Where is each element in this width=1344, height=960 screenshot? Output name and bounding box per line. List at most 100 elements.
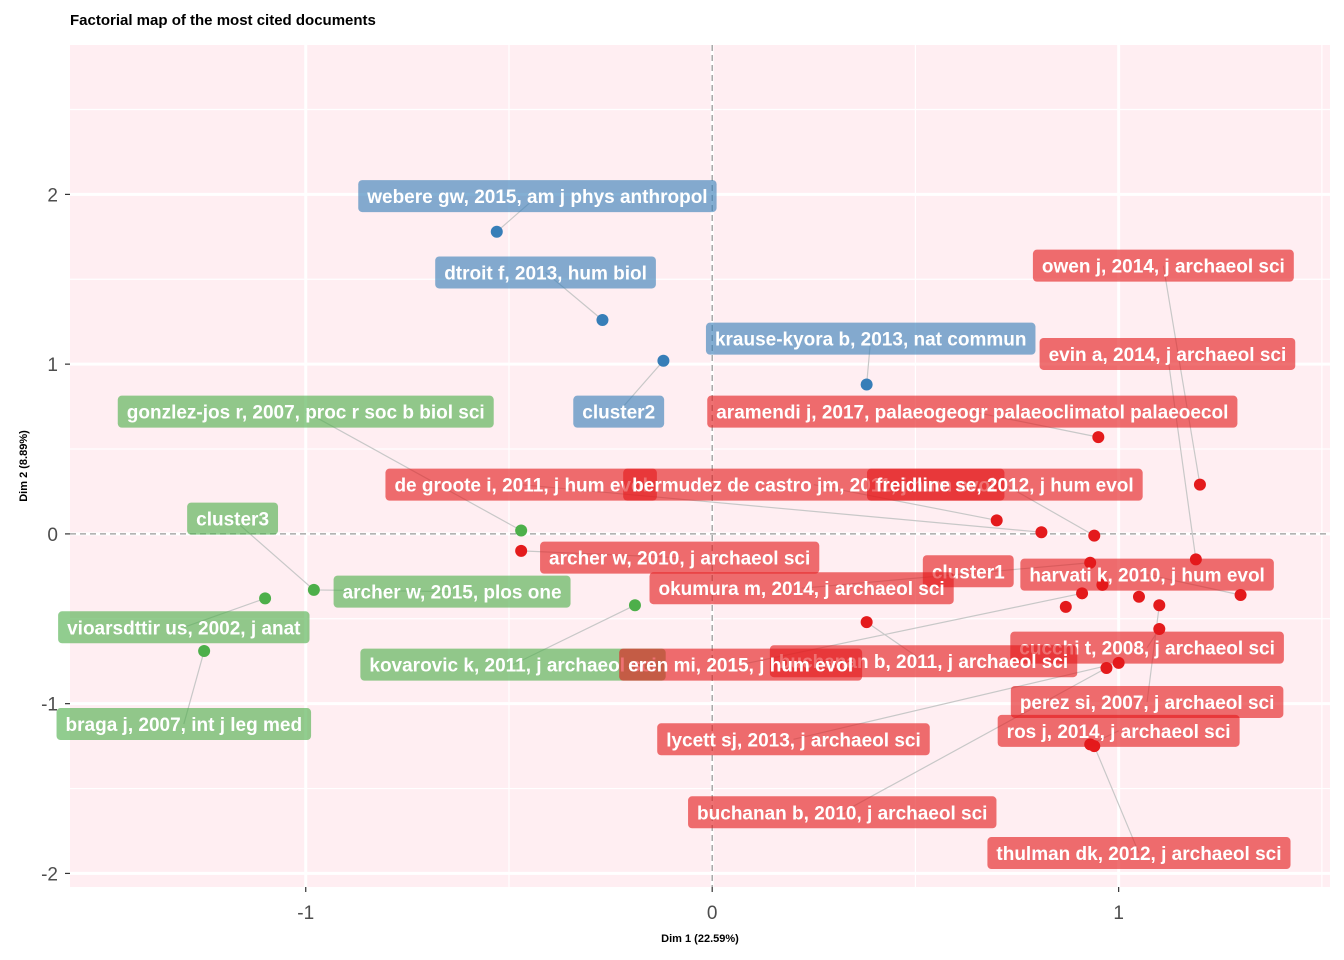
label-text: evin a, 2014, j archaeol sci: [1049, 345, 1287, 366]
label-text: kovarovic k, 2011, j archaeol sci: [369, 656, 656, 677]
label-box: [187, 502, 279, 535]
label-text: archer w, 2010, j archaeol sci: [549, 549, 810, 570]
label-text: harvati k, 2010, j hum evol: [1029, 566, 1265, 587]
label-box: [707, 395, 1238, 428]
label-text: lycett sj, 2013, j archaeol sci: [666, 730, 921, 751]
label-box: [619, 648, 863, 681]
data-point: [1088, 529, 1101, 542]
point-label: eren mi, 2015, j hum evol: [619, 648, 863, 681]
label-text: dtroit f, 2013, hum biol: [444, 263, 647, 284]
label-box: [657, 723, 930, 756]
data-point: [490, 225, 503, 238]
label-box: [360, 648, 666, 681]
data-point: [1092, 431, 1105, 444]
point-label: archer w, 2010, j archaeol sci: [540, 541, 820, 574]
label-text: braga j, 2007, int j leg med: [66, 715, 303, 736]
label-text: gonzlez-jos r, 2007, proc r soc b biol s…: [127, 403, 485, 424]
label-box: [1039, 337, 1296, 370]
connector-line: [1162, 265, 1201, 485]
point-label: aramendi j, 2017, palaeogeogr palaeoclim…: [707, 395, 1238, 428]
x-tick-label: -1: [297, 903, 314, 924]
label-box: [435, 256, 656, 289]
label-text: ros j, 2014, j archaeol sci: [1007, 722, 1231, 743]
data-point: [990, 514, 1003, 527]
x-tick-label: 0: [707, 903, 718, 924]
data-point: [860, 616, 873, 629]
label-box: [358, 180, 717, 213]
label-box: [997, 714, 1240, 747]
label-text: thulman dk, 2012, j archaeol sci: [996, 844, 1281, 865]
x-axis-label: Dim 1 (22.59%): [661, 933, 739, 945]
point-label: webere gw, 2015, am j phys anthropol: [358, 180, 717, 213]
label-box: [385, 468, 657, 501]
label-box: [1020, 558, 1274, 591]
label-text: webere gw, 2015, am j phys anthropol: [366, 187, 707, 208]
point-label: dtroit f, 2013, hum biol: [435, 256, 656, 289]
data-point: [259, 592, 272, 605]
label-text: archer w, 2015, plos one: [343, 583, 562, 604]
y-tick-label: 1: [47, 355, 58, 376]
y-axis-label: Dim 2 (8.89%): [18, 430, 30, 502]
y-axis-ticks: -2 -1 0 1 2: [41, 185, 70, 885]
point-label: owen j, 2014, j archaeol sci: [1032, 249, 1294, 282]
data-point: [596, 314, 609, 327]
label-text: buchanan b, 2010, j archaeol sci: [697, 803, 987, 824]
point-label: buchanan b, 2010, j archaeol sci: [688, 796, 997, 829]
data-point: [1132, 590, 1145, 603]
data-point: [1059, 600, 1072, 613]
data-point: [1035, 526, 1048, 539]
point-label: archer w, 2015, plos one: [333, 575, 571, 608]
cluster-label: cluster3: [187, 502, 279, 535]
point-label: okumura m, 2014, j archaeol sci: [649, 572, 954, 605]
connector-line: [1166, 353, 1197, 560]
point-label: ros j, 2014, j archaeol sci: [997, 714, 1240, 747]
point-label: freidline se, 2012, j hum evol: [867, 468, 1143, 501]
data-point: [628, 599, 641, 612]
data-point: [515, 524, 528, 537]
label-box: [688, 796, 997, 829]
label-box: [1010, 631, 1284, 664]
data-point: [307, 583, 320, 596]
label-text: cluster3: [196, 510, 269, 531]
data-point: [1193, 478, 1206, 491]
data-point: [1100, 662, 1113, 675]
label-text: de groote i, 2011, j hum evol: [394, 476, 647, 497]
point-label: kovarovic k, 2011, j archaeol sci: [360, 648, 666, 681]
cluster-label: cluster2: [573, 395, 665, 428]
x-tick-label: 1: [1113, 903, 1124, 924]
label-box: [58, 611, 310, 644]
plot-panel: [70, 45, 1330, 887]
point-label: harvati k, 2010, j hum evol: [1020, 558, 1274, 591]
point-label: perez si, 2007, j archaeol sci: [1010, 685, 1284, 718]
point-label: lycett sj, 2013, j archaeol sci: [657, 723, 930, 756]
data-point: [657, 354, 670, 367]
label-box: [649, 572, 954, 605]
label-box: [117, 395, 494, 428]
label-box: [867, 468, 1143, 501]
label-box: [987, 837, 1291, 870]
label-text: okumura m, 2014, j archaeol sci: [659, 579, 945, 600]
label-box: [56, 708, 312, 741]
point-label: gonzlez-jos r, 2007, proc r soc b biol s…: [117, 395, 494, 428]
label-text: aramendi j, 2017, palaeogeogr palaeoclim…: [716, 403, 1228, 424]
y-tick-label: -2: [41, 864, 58, 885]
y-tick-label: 2: [47, 185, 58, 206]
label-box: [1032, 249, 1294, 282]
point-label: thulman dk, 2012, j archaeol sci: [987, 837, 1291, 870]
point-label: vioarsdttir us, 2002, j anat: [58, 611, 310, 644]
label-box: [1010, 685, 1284, 718]
point-label: de groote i, 2011, j hum evol: [385, 468, 657, 501]
data-point: [515, 544, 528, 557]
label-text: freidline se, 2012, j hum evol: [876, 476, 1134, 497]
label-box: [333, 575, 571, 608]
label-text: cluster2: [582, 403, 655, 424]
data-point: [198, 645, 211, 658]
point-label: braga j, 2007, int j leg med: [56, 708, 312, 741]
point-label: evin a, 2014, j archaeol sci: [1039, 337, 1296, 370]
data-point: [1234, 589, 1247, 602]
label-box: [573, 395, 665, 428]
label-text: eren mi, 2015, j hum evol: [628, 656, 853, 677]
connector-line: [1093, 745, 1140, 854]
